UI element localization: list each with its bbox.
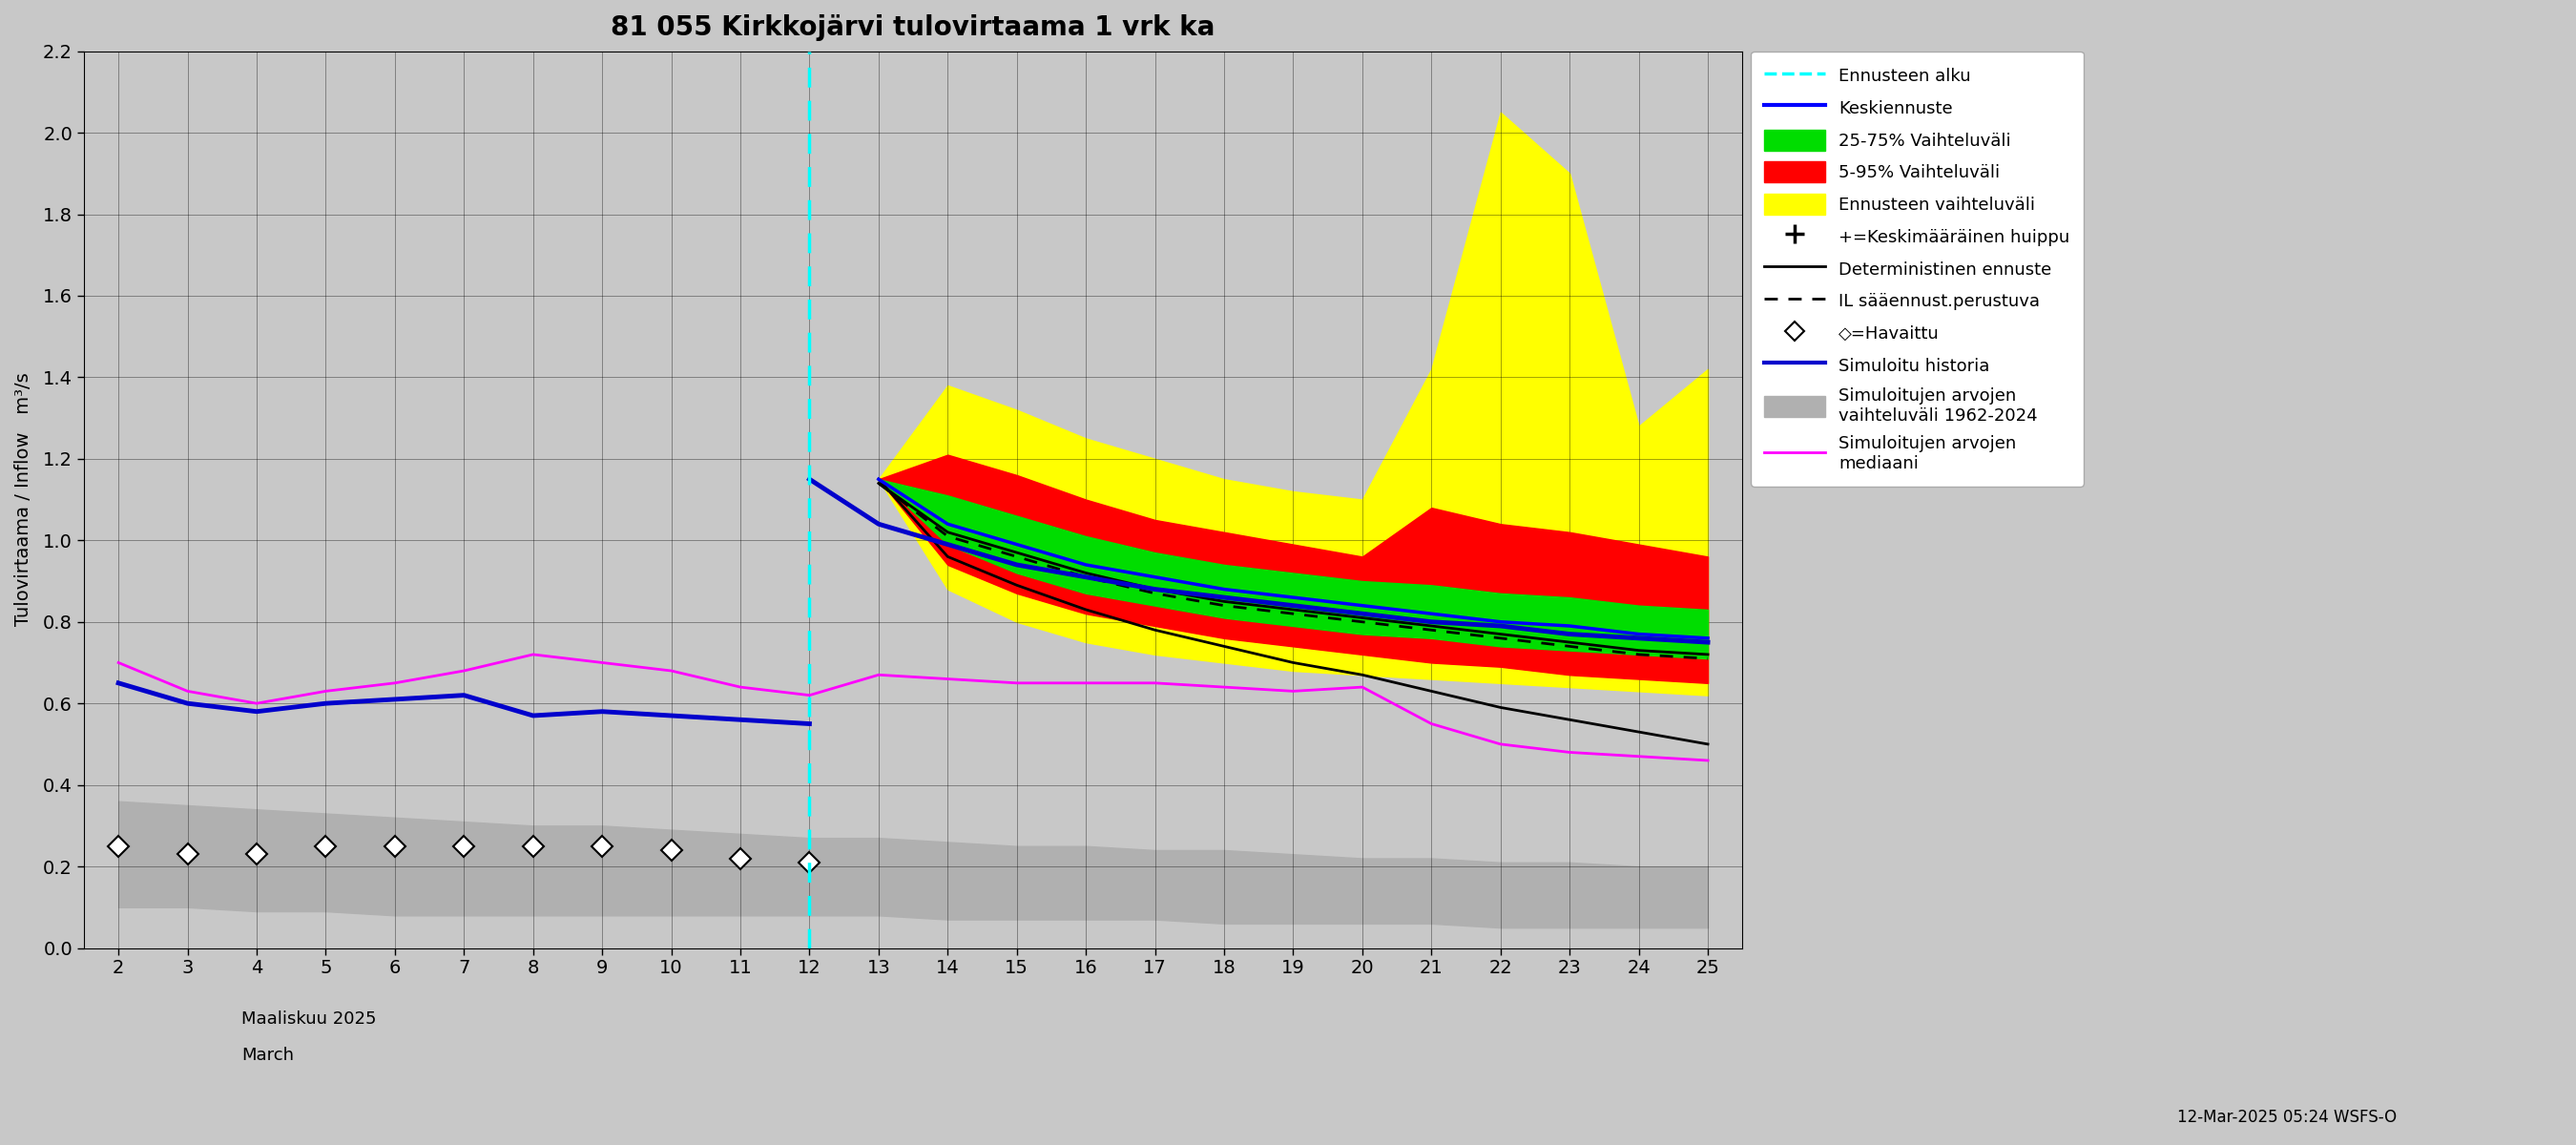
Text: March: March (242, 1047, 294, 1064)
Title: 81 055 Kirkkojärvi tulovirtaama 1 vrk ka: 81 055 Kirkkojärvi tulovirtaama 1 vrk ka (611, 14, 1216, 41)
Y-axis label: Tulovirtaama / Inflow   m³/s: Tulovirtaama / Inflow m³/s (15, 373, 33, 626)
Text: 12-Mar-2025 05:24 WSFS-O: 12-Mar-2025 05:24 WSFS-O (2177, 1108, 2396, 1126)
Text: Maaliskuu 2025: Maaliskuu 2025 (242, 1011, 376, 1028)
Legend: Ennusteen alku, Keskiennuste, 25-75% Vaihteluväli, 5-95% Vaihteluväli, Ennusteen: Ennusteen alku, Keskiennuste, 25-75% Vai… (1752, 52, 2084, 487)
